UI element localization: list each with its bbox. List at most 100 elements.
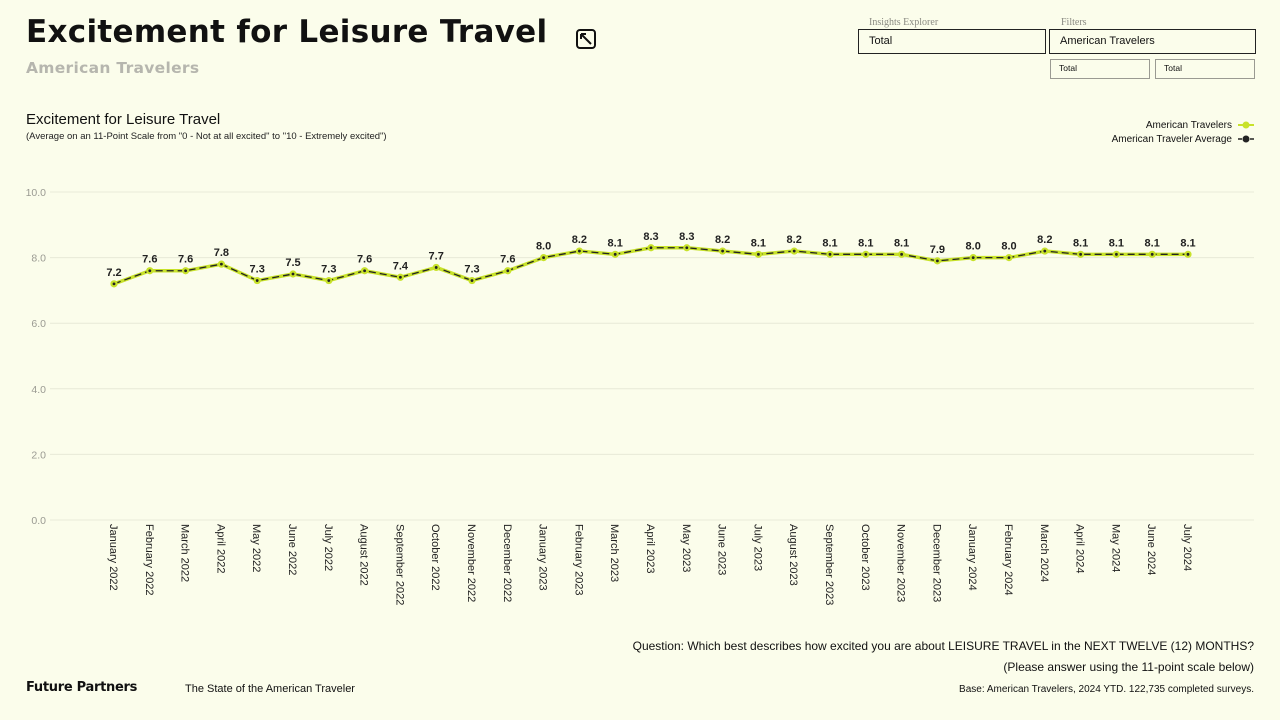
data-label: 7.5 [285,257,300,269]
average-point [1150,252,1154,256]
x-tick-label: December 2022 [501,524,513,602]
y-tick-label: 4.0 [31,384,46,396]
average-point [470,279,474,282]
y-tick-label: 10.0 [26,187,47,199]
chart-subtitle: (Average on an 11-Point Scale from "0 - … [26,131,387,142]
x-tick-label: January 2022 [107,524,119,591]
x-tick-label: December 2023 [930,524,942,602]
data-label: 7.9 [930,244,945,256]
expand-icon[interactable] [574,27,598,51]
average-point [685,246,689,250]
x-tick-label: April 2023 [644,524,656,574]
filters-label: Filters [1061,17,1087,28]
average-point [828,252,832,256]
data-label: 7.4 [393,260,409,272]
data-label: 8.1 [1073,237,1088,249]
average-point [757,252,760,256]
series-line-american-travelers [113,246,1188,286]
data-label: 8.2 [715,234,730,246]
data-label: 8.0 [1001,241,1016,253]
data-label: 8.0 [536,241,551,253]
x-tick-label: April 2022 [214,524,226,574]
base-note: Base: American Travelers, 2024 YTD. 122,… [959,684,1254,695]
average-point [792,249,796,253]
average-point [506,269,510,273]
data-label: 7.6 [500,254,515,266]
x-tick-label: March 2024 [1038,524,1050,582]
x-tick-label: March 2023 [608,524,620,582]
data-label: 7.6 [178,254,193,266]
average-point [542,256,545,259]
data-label: 8.3 [679,231,694,243]
x-tick-label: June 2023 [716,524,728,575]
x-tick-label: November 2022 [465,524,477,602]
x-tick-label: February 2024 [1002,524,1014,596]
average-point [255,279,259,282]
x-tick-label: July 2023 [751,524,763,571]
x-tick-label: October 2022 [429,524,441,591]
x-tick-label: August 2022 [358,524,370,586]
y-tick-label: 2.0 [31,449,46,461]
data-label: 7.6 [357,254,372,266]
average-point [327,279,331,282]
data-label: 8.1 [751,237,766,249]
average-point [936,259,939,263]
average-point [971,256,975,259]
average-point [112,282,116,286]
x-tick-label: May 2023 [680,524,692,572]
average-point [1186,252,1190,256]
average-point [721,249,724,253]
data-label: 8.1 [608,237,623,249]
legend-item-american-travelers[interactable]: American Travelers [1112,118,1254,132]
x-tick-label: September 2023 [823,524,835,605]
data-label: 7.3 [321,264,336,276]
average-point [291,272,295,276]
data-label: 8.1 [1180,237,1195,249]
data-label: 7.3 [464,264,479,276]
legend-item-american-traveler-average[interactable]: American Traveler Average [1112,132,1254,146]
y-tick-label: 6.0 [31,318,46,330]
brand-logo: Future Partners [26,680,138,695]
data-label: 8.2 [787,234,802,246]
legend-label: American Travelers [1145,119,1232,131]
sub-filter-select-1[interactable]: Total [1050,59,1150,79]
average-point [363,269,366,273]
data-label: 8.2 [572,234,587,246]
x-tick-label: July 2022 [322,524,334,571]
insights-explorer-select[interactable]: Total [858,29,1046,54]
legend-marker-icon [1238,135,1254,143]
x-tick-label: January 2023 [537,524,549,591]
average-point [613,252,617,256]
x-tick-label: May 2024 [1109,524,1121,572]
data-label: 7.6 [142,254,157,266]
average-point [1115,252,1118,256]
sub-filter-select-2[interactable]: Total [1155,59,1255,79]
x-tick-label: May 2022 [250,524,262,572]
average-point [900,252,903,256]
x-tick-label: September 2022 [393,524,405,605]
data-label: 7.3 [250,264,265,276]
report-name: The State of the American Traveler [185,683,355,695]
average-point [578,249,581,253]
average-point [649,246,653,250]
chart-title: Excitement for Leisure Travel [26,111,221,128]
x-tick-label: February 2023 [572,524,584,596]
x-tick-label: October 2023 [859,524,871,591]
data-label: 8.1 [1145,237,1160,249]
average-point [148,269,152,273]
x-tick-label: August 2023 [787,524,799,586]
filters-select[interactable]: American Travelers [1049,29,1256,54]
x-tick-label: April 2024 [1074,524,1086,574]
data-label: 8.3 [643,231,658,243]
data-label: 8.1 [894,237,909,249]
x-tick-label: November 2023 [895,524,907,602]
survey-question: Question: Which best describes how excit… [632,639,1254,653]
line-chart: 0.0 2.0 4.0 6.0 8.0 10.0 January 2022 February … [26,187,1254,605]
average-point [184,269,188,273]
legend-marker-icon [1238,121,1254,129]
average-point [864,252,868,256]
data-label: 7.8 [214,247,229,259]
insights-explorer-label: Insights Explorer [869,17,939,28]
data-label: 7.2 [106,267,121,279]
average-point [220,262,223,266]
